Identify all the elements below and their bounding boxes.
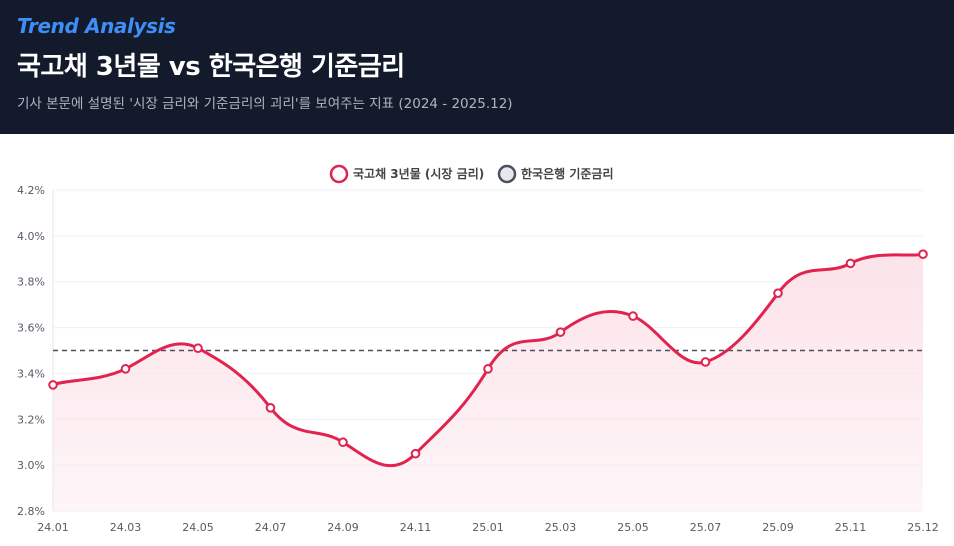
- y-tick-label: 3.2%: [17, 413, 45, 426]
- market-rate-point: [338, 437, 348, 448]
- x-tick-label: 25.12: [907, 521, 939, 534]
- y-tick-label: 4.0%: [17, 230, 45, 243]
- y-tick-label: 3.6%: [17, 322, 45, 335]
- x-tick-label: 24.09: [327, 521, 359, 534]
- y-tick-label: 3.0%: [17, 459, 45, 472]
- x-tick-label: 24.01: [37, 521, 69, 534]
- chart-series: [48, 249, 928, 511]
- x-tick-label: 24.05: [182, 521, 214, 534]
- market-rate-point: [483, 364, 493, 374]
- legend-market-label: 국고채 3년물 (시장 금리): [353, 166, 484, 181]
- market-rate-point: [48, 380, 58, 390]
- market-rate-point: [410, 448, 421, 459]
- x-tick-label: 25.03: [545, 521, 577, 534]
- market-rate-point: [265, 403, 276, 413]
- market-rate-point: [700, 357, 711, 367]
- legend-market-marker: [329, 164, 349, 184]
- market-rate-point: [773, 288, 783, 298]
- legend-base-marker: [497, 164, 517, 184]
- market-rate-area: [53, 254, 923, 511]
- x-tick-label: 25.01: [472, 521, 504, 534]
- eyebrow-label: Trend Analysis: [17, 14, 176, 38]
- header-banner: Trend Analysis 국고채 3년물 vs 한국은행 기준금리 기사 본…: [0, 0, 954, 134]
- x-tick-label: 24.11: [400, 521, 432, 534]
- x-tick-label: 25.09: [762, 521, 794, 534]
- x-tick-label: 25.07: [690, 521, 722, 534]
- y-tick-label: 4.2%: [17, 184, 45, 197]
- page-subtitle: 기사 본문에 설명된 '시장 금리와 기준금리의 괴리'를 보여주는 지표 (2…: [17, 96, 513, 112]
- market-rate-point: [845, 258, 856, 269]
- y-axis: 4.2% 4.0% 3.8% 3.6% 3.4% 3.2% 3.0% 2.8%: [17, 184, 45, 518]
- x-tick-label: 25.05: [617, 521, 649, 534]
- x-tick-label: 24.07: [255, 521, 287, 534]
- line-chart: 국고채 3년물 (시장 금리) 한국은행 기준금리 4.2% 4.0% 3.8% 3.6…: [17, 164, 939, 534]
- market-rate-point: [120, 364, 131, 374]
- y-tick-label: 3.4%: [17, 367, 45, 380]
- market-rate-point: [918, 249, 928, 259]
- market-rate-point: [628, 311, 638, 321]
- y-tick-label: 2.8%: [17, 505, 45, 518]
- chart-legend: 국고채 3년물 (시장 금리) 한국은행 기준금리: [329, 164, 614, 184]
- x-axis: 24.01 24.03 24.05 24.07 24.09 24.11 25.01 25.03…: [37, 521, 939, 534]
- y-tick-label: 3.8%: [17, 276, 45, 289]
- x-tick-label: 24.03: [110, 521, 142, 534]
- x-tick-label: 25.11: [835, 521, 867, 534]
- market-rate-point: [193, 343, 203, 354]
- legend-base-label: 한국은행 기준금리: [521, 166, 614, 181]
- market-rate-point: [555, 327, 566, 337]
- page-title: 국고채 3년물 vs 한국은행 기준금리: [17, 52, 405, 82]
